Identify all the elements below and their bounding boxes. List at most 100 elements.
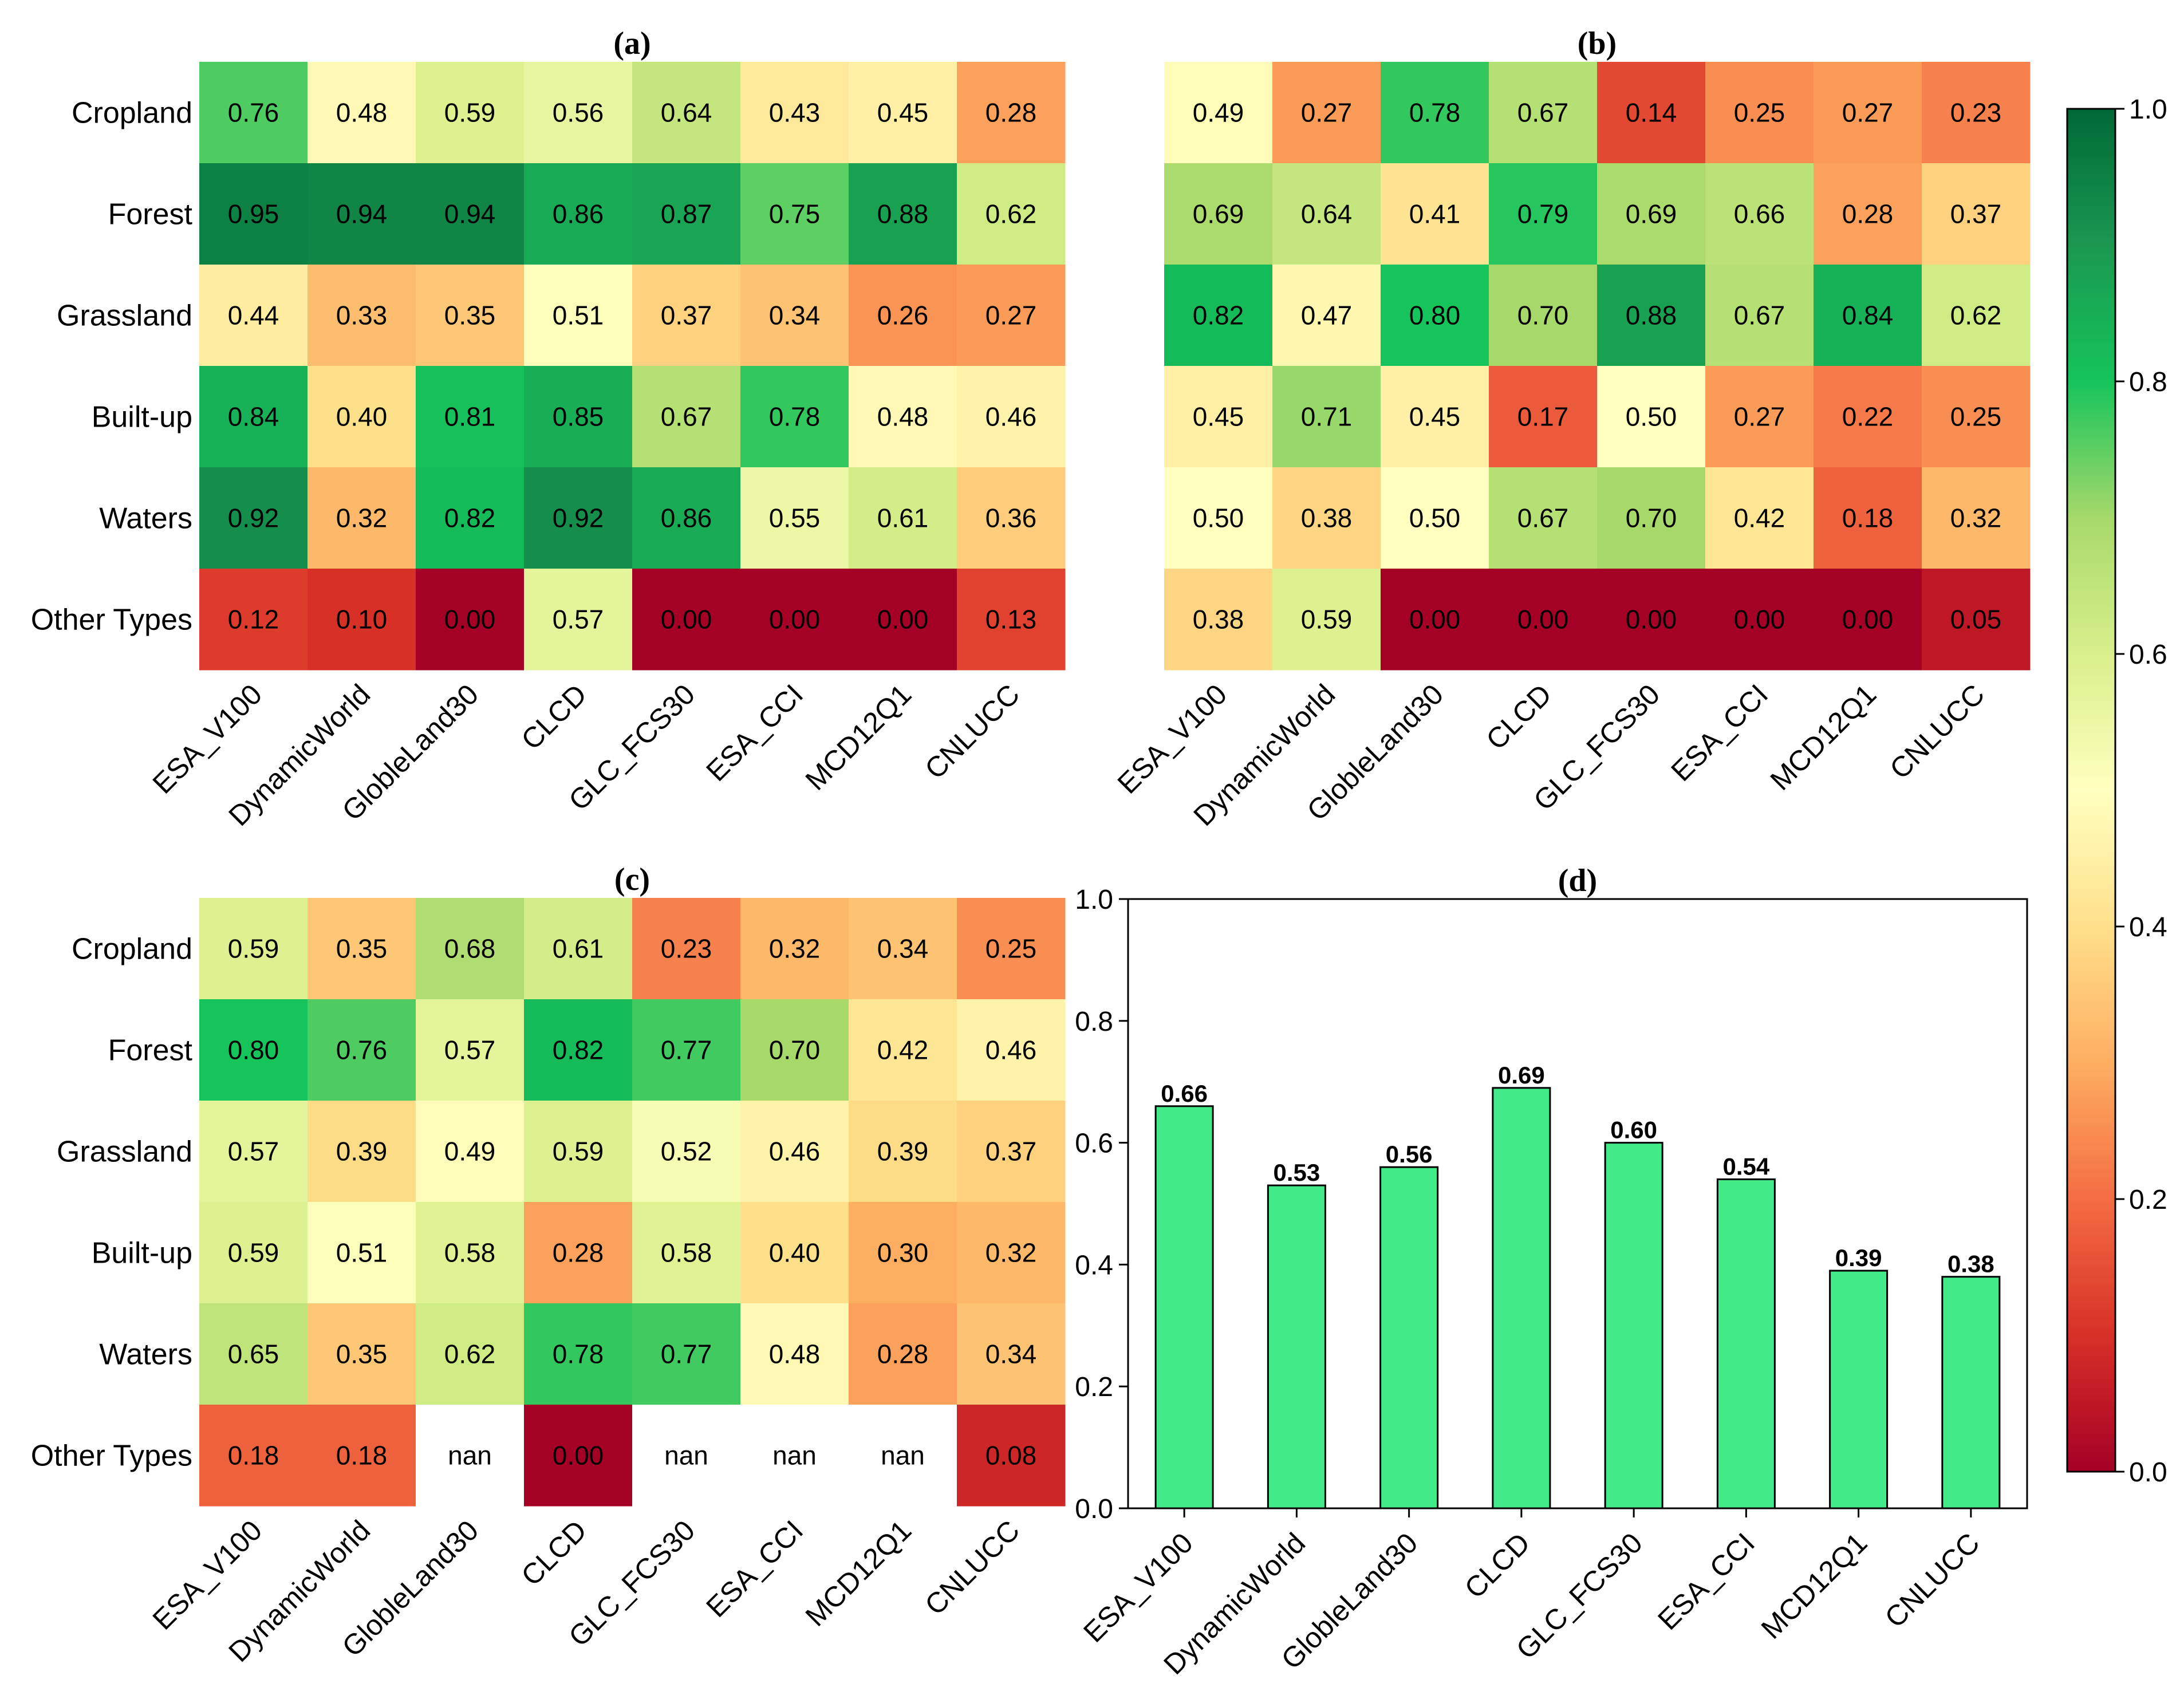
cell-value: 0.27 bbox=[985, 301, 1037, 330]
heatmap-cell bbox=[416, 163, 525, 265]
cell-value: 0.50 bbox=[1409, 503, 1461, 533]
heatmap-cell bbox=[1705, 265, 1814, 366]
cell-value: 0.95 bbox=[228, 199, 279, 229]
cell-value: 0.64 bbox=[1301, 199, 1353, 229]
heatmap-cell bbox=[632, 1202, 741, 1304]
cell-value: 0.40 bbox=[336, 402, 388, 432]
cell-value: 0.67 bbox=[1734, 301, 1785, 330]
cell-value: nan bbox=[448, 1441, 492, 1471]
cell-value: 0.47 bbox=[1301, 301, 1353, 330]
heatmap-cell bbox=[1922, 366, 2031, 468]
cell-value: 0.08 bbox=[985, 1441, 1037, 1471]
heatmap-cell bbox=[1272, 163, 1381, 265]
cell-value: 0.70 bbox=[1626, 503, 1677, 533]
heatmap-cell bbox=[632, 1101, 741, 1203]
cell-value: 0.61 bbox=[553, 934, 604, 964]
cell-value: 0.94 bbox=[336, 199, 388, 229]
cell-value: 0.48 bbox=[769, 1339, 821, 1369]
heatmap-cell bbox=[416, 366, 525, 468]
cell-value: 0.48 bbox=[336, 98, 388, 128]
cell-value: 0.46 bbox=[985, 1035, 1037, 1065]
heatmap-cell bbox=[1381, 265, 1489, 366]
cell-value: 0.34 bbox=[877, 934, 929, 964]
heatmap-cell bbox=[1489, 163, 1598, 265]
bar bbox=[1716, 1178, 1776, 1509]
cell-value: 0.34 bbox=[769, 301, 821, 330]
cell-value: 0.59 bbox=[1301, 605, 1353, 634]
cell-value: 0.27 bbox=[1734, 402, 1785, 432]
heatmap-cell bbox=[308, 265, 416, 366]
cell-value: 0.41 bbox=[1409, 199, 1461, 229]
cell-value: 0.76 bbox=[228, 98, 279, 128]
column-label: CLCD bbox=[1480, 678, 1558, 756]
heatmap-cell bbox=[1705, 467, 1814, 569]
heatmap-cell bbox=[416, 62, 525, 164]
heatmap-cell bbox=[524, 1202, 633, 1304]
cell-value: 0.86 bbox=[553, 199, 604, 229]
cell-value: 0.27 bbox=[1301, 98, 1353, 128]
heatmap-cell bbox=[740, 467, 849, 569]
cell-value: 0.00 bbox=[553, 1441, 604, 1471]
cell-value: 0.00 bbox=[769, 605, 821, 634]
cell-value: 0.82 bbox=[1193, 301, 1244, 330]
heatmap-cell bbox=[416, 1405, 525, 1507]
heatmap-cell bbox=[1705, 62, 1814, 164]
cell-value: 0.00 bbox=[1517, 605, 1569, 634]
heatmap-cell bbox=[524, 467, 633, 569]
colorbar: 0.0 0.2 0.4 0.6 0.8 1.0 bbox=[2066, 94, 2167, 1488]
heatmap-cell bbox=[632, 265, 741, 366]
x-tick-label: CNLUCC bbox=[1879, 1527, 1986, 1634]
heatmap-cell bbox=[199, 265, 308, 366]
row-label: Grassland bbox=[57, 1136, 192, 1169]
row-label: Built-up bbox=[92, 401, 192, 434]
heatmap-cell bbox=[524, 62, 633, 164]
heatmap-cell bbox=[416, 1303, 525, 1405]
cell-value: 0.57 bbox=[553, 605, 604, 634]
heatmap-cell bbox=[1597, 366, 1706, 468]
cell-value: 0.61 bbox=[877, 503, 929, 533]
y-tick-label: 0.0 bbox=[1075, 1494, 1113, 1524]
heatmap-cell bbox=[740, 1202, 849, 1304]
cell-value: 0.00 bbox=[661, 605, 712, 634]
cell-value: 0.42 bbox=[1734, 503, 1785, 533]
cell-value: 0.62 bbox=[1950, 301, 2002, 330]
heatmap-cell bbox=[740, 163, 849, 265]
row-label: Cropland bbox=[72, 933, 192, 966]
heatmap-cell bbox=[1381, 62, 1489, 164]
x-tick-label: ESA_CCI bbox=[1651, 1527, 1761, 1636]
heatmap-cell bbox=[740, 366, 849, 468]
cell-value: 0.51 bbox=[553, 301, 604, 330]
x-tick-label: ESA_V100 bbox=[1077, 1527, 1199, 1649]
bar-value-label: 0.66 bbox=[1161, 1080, 1208, 1107]
colorbar-gradient bbox=[2066, 108, 2116, 1473]
cell-value: 0.00 bbox=[1626, 605, 1677, 634]
column-label: MCD12Q1 bbox=[1764, 678, 1883, 797]
cell-value: 0.45 bbox=[877, 98, 929, 128]
panel-title: (d) bbox=[1558, 863, 1597, 898]
heatmap-cell bbox=[524, 999, 633, 1101]
heatmap-cell bbox=[1597, 569, 1706, 671]
cell-value: 0.28 bbox=[1842, 199, 1894, 229]
heatmap-cell bbox=[308, 1405, 416, 1507]
cell-value: 0.84 bbox=[1842, 301, 1894, 330]
column-label: MCD12Q1 bbox=[799, 678, 918, 797]
cell-value: 0.46 bbox=[985, 402, 1037, 432]
heatmap-cell bbox=[1164, 366, 1273, 468]
cell-value: 0.42 bbox=[877, 1035, 929, 1065]
cell-value: 0.45 bbox=[1409, 402, 1461, 432]
cell-value: 0.59 bbox=[553, 1137, 604, 1166]
cell-value: 0.82 bbox=[553, 1035, 604, 1065]
heatmap-cell bbox=[199, 569, 308, 671]
bar bbox=[1492, 1087, 1551, 1509]
bar bbox=[1267, 1184, 1326, 1509]
heatmap-cell bbox=[1705, 163, 1814, 265]
row-label: Other Types bbox=[31, 1440, 192, 1473]
heatmap-cell bbox=[199, 999, 308, 1101]
heatmap-cell bbox=[524, 569, 633, 671]
cell-value: 0.12 bbox=[228, 605, 279, 634]
cell-value: 0.62 bbox=[444, 1339, 496, 1369]
column-label: CNLUCC bbox=[1883, 678, 1990, 785]
cell-value: 0.39 bbox=[877, 1137, 929, 1166]
cell-value: 0.50 bbox=[1193, 503, 1244, 533]
heatmap-cell bbox=[957, 265, 1066, 366]
